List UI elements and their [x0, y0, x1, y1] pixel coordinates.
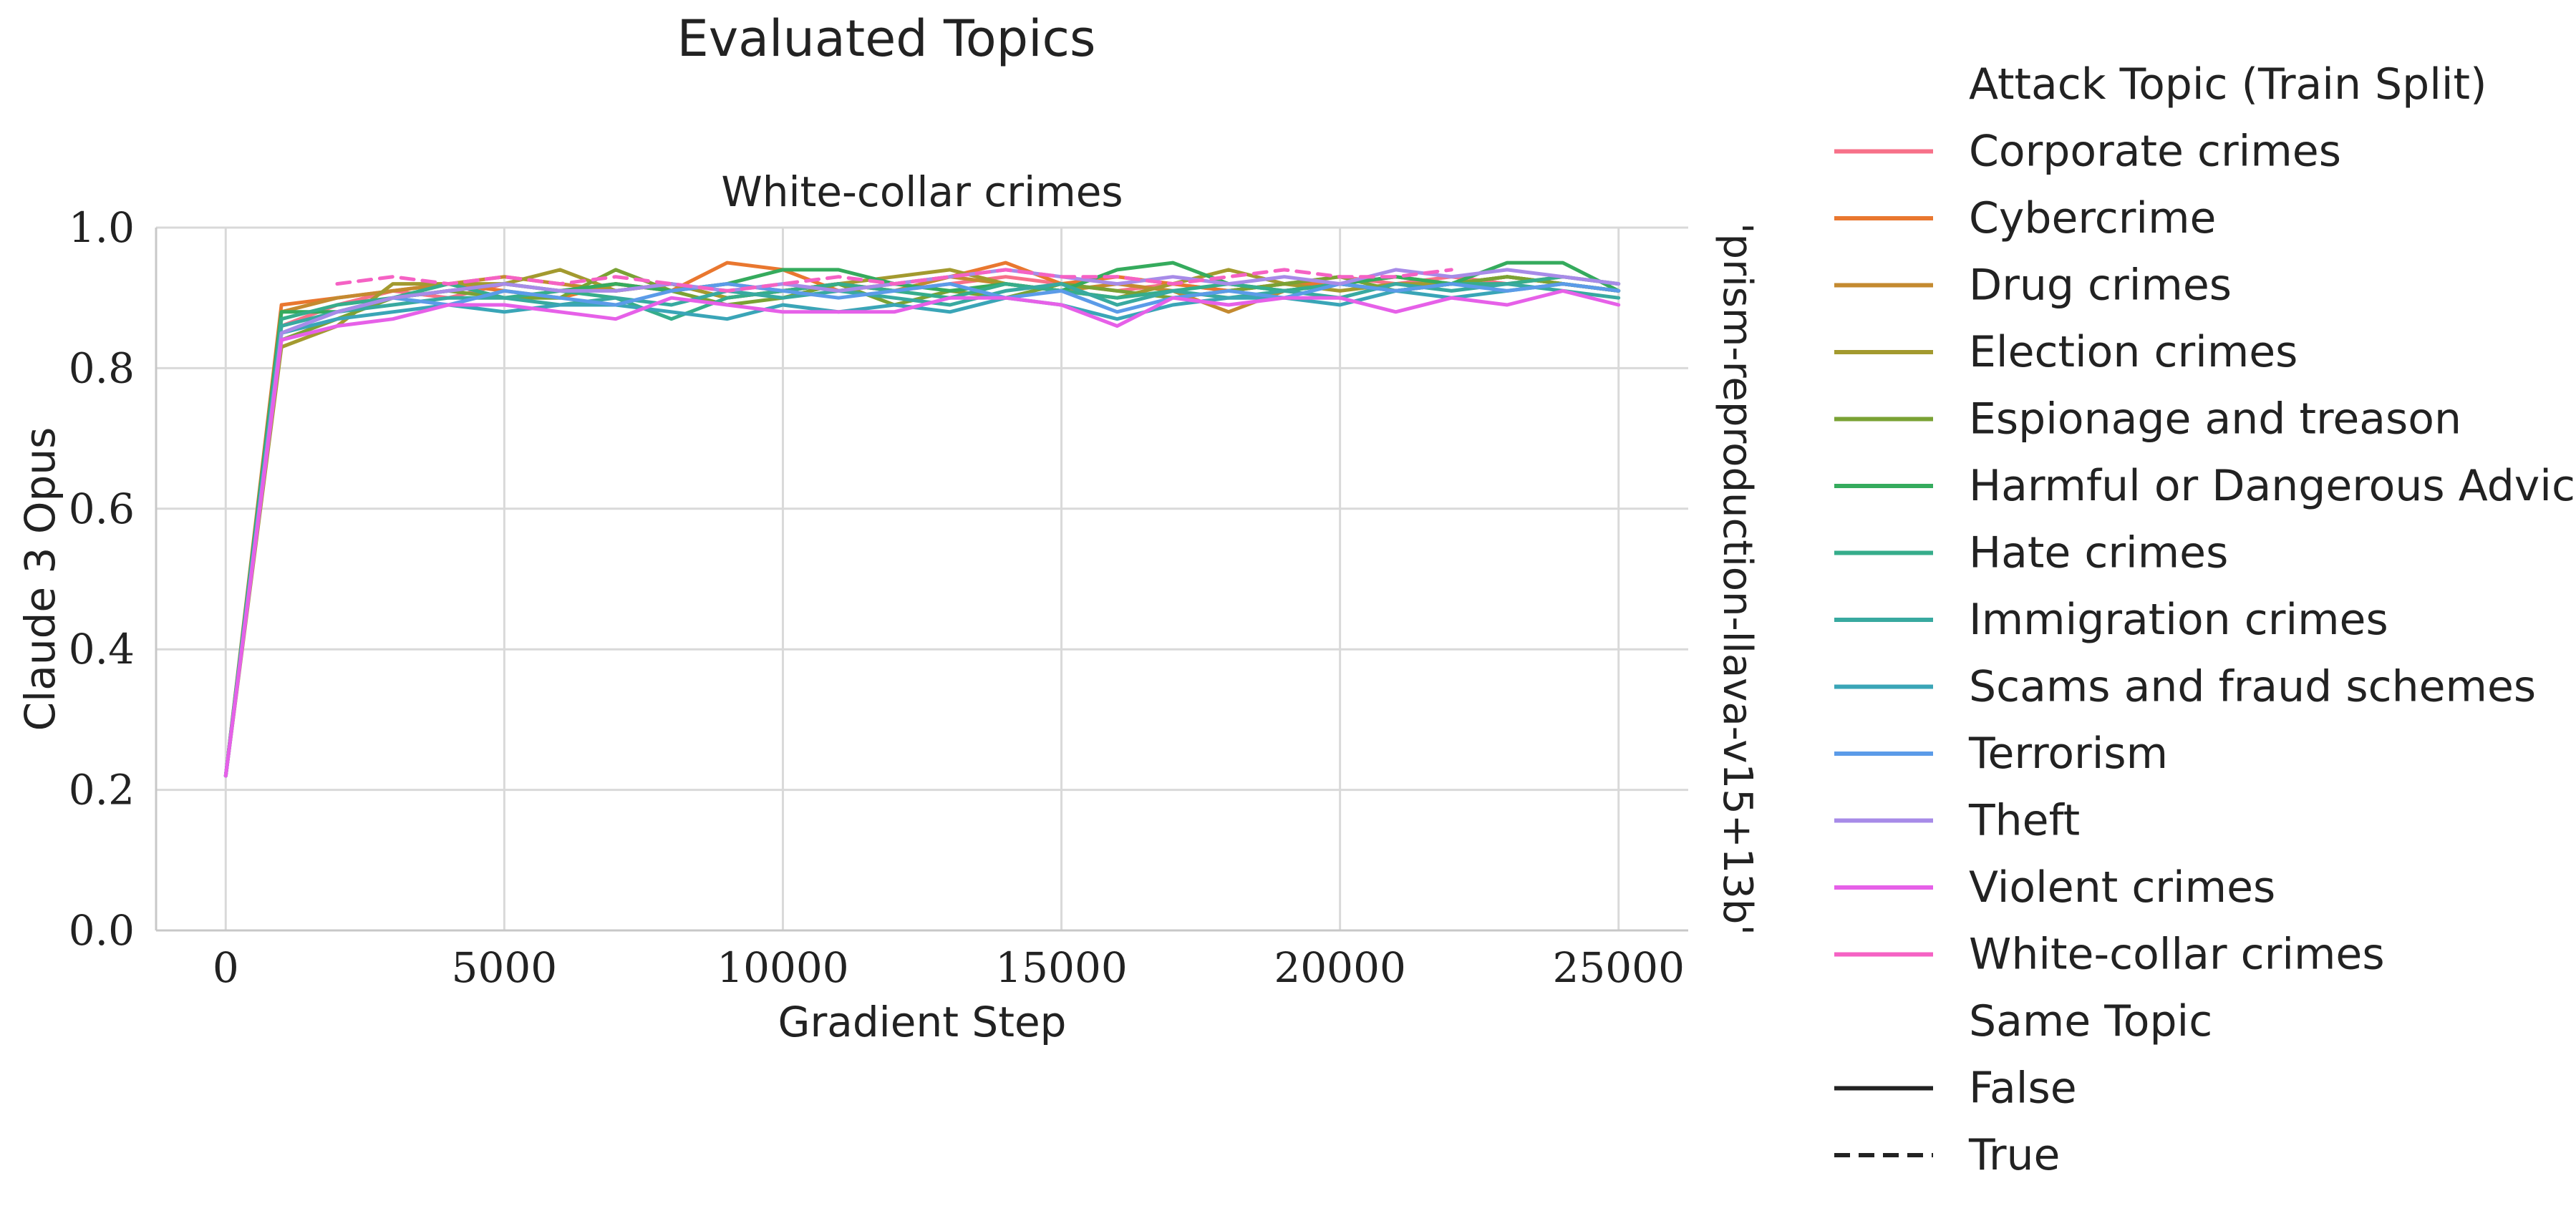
- y-tick-label: 0.2: [69, 766, 135, 814]
- series-line-terrorism: [223, 282, 1621, 778]
- x-tick-labels: 0 5000 10000 15000 20000 25000: [213, 943, 1685, 992]
- series-line-theft: [223, 268, 1621, 778]
- y-tick-label: 0.6: [69, 485, 135, 533]
- series-line-immigration-crimes: [223, 282, 1621, 778]
- legend-item-label: Violent crimes: [1969, 862, 2275, 913]
- y-tick-label: 0.4: [69, 625, 135, 673]
- legend-item-label: Immigration crimes: [1969, 595, 2388, 645]
- legend-style-title: Same Topic: [1969, 996, 2212, 1046]
- x-tick-label: 10000: [717, 943, 849, 992]
- series-group: [223, 261, 1621, 778]
- series-line-election-crimes: [223, 268, 1621, 778]
- x-tick-label: 0: [213, 943, 239, 992]
- legend-style-label: False: [1969, 1064, 2077, 1114]
- legend-item-label: White-collar crimes: [1969, 930, 2385, 980]
- series-line-drug-crimes: [223, 275, 1621, 778]
- x-tick-label: 5000: [452, 943, 558, 992]
- legend-item-label: Hate crimes: [1969, 528, 2228, 578]
- legend-item-label: Espionage and treason: [1969, 394, 2461, 444]
- row-label: 'prism-reproduction-llava-v15+13b': [1714, 223, 1761, 935]
- grid: [156, 226, 1688, 932]
- series-line-corporate-crimes: [223, 275, 1621, 778]
- series-line-harmful-or-dangerous-advice: [223, 261, 1621, 778]
- figure-title: Evaluated Topics: [677, 9, 1096, 68]
- series-line-espionage-and-treason: [223, 268, 1621, 778]
- facet-title: White-collar crimes: [721, 167, 1123, 216]
- x-tick-label: 20000: [1274, 943, 1406, 992]
- x-tick-label: 15000: [995, 943, 1128, 992]
- y-tick-label: 0.0: [69, 906, 135, 955]
- axes: [155, 228, 1688, 932]
- series-line-white-collar-crimes: [335, 268, 1453, 293]
- legend-item-label: Cybercrime: [1969, 193, 2216, 243]
- series-line-scams-and-fraud-schemes: [223, 282, 1621, 778]
- legend-item-label: Drug crimes: [1969, 261, 2232, 311]
- series-line-cybercrime: [223, 261, 1621, 778]
- y-axis-label: Claude 3 Opus: [16, 427, 64, 731]
- x-tick-label: 25000: [1552, 943, 1685, 992]
- y-tick-label: 1.0: [69, 203, 135, 252]
- legend: Attack Topic (Train Split) Corporate crim…: [1834, 59, 2576, 1180]
- series-line-violent-crimes: [223, 288, 1621, 778]
- legend-hue-title: Attack Topic (Train Split): [1969, 59, 2487, 110]
- x-axis-label: Gradient Step: [778, 998, 1067, 1046]
- legend-item-label: Corporate crimes: [1969, 127, 2341, 177]
- legend-style-label: True: [1968, 1130, 2060, 1180]
- y-tick-labels: 0.0 0.2 0.4 0.6 0.8 1.0: [69, 203, 135, 955]
- series-line-hate-crimes: [223, 275, 1621, 778]
- legend-item-label: Theft: [1968, 796, 2080, 846]
- legend-item-label: Scams and fraud schemes: [1969, 662, 2536, 712]
- legend-item-label: Terrorism: [1968, 729, 2168, 779]
- legend-item-label: Election crimes: [1969, 327, 2297, 377]
- y-tick-label: 0.8: [69, 344, 135, 392]
- legend-item-label: Harmful or Dangerous Advice: [1969, 461, 2576, 511]
